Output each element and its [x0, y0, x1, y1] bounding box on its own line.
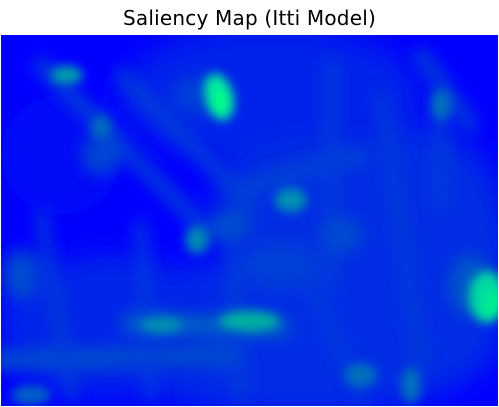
saliency-map-image — [1, 35, 498, 406]
figure-title: Saliency Map (Itti Model) — [123, 6, 376, 30]
